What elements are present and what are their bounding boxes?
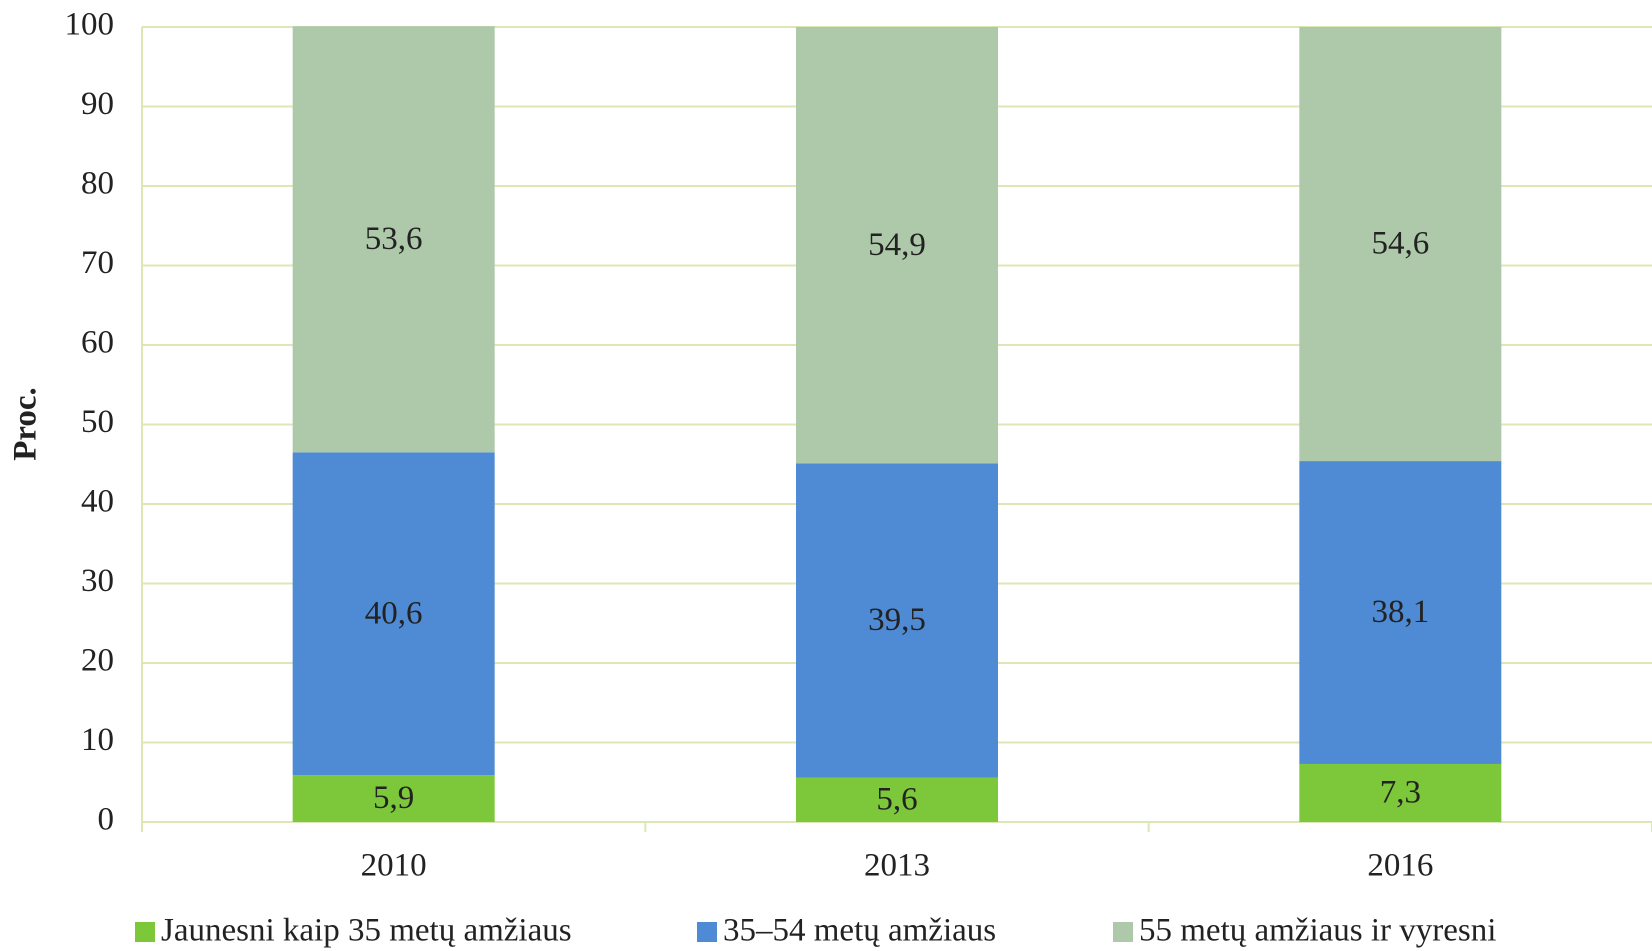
data-label: 40,6 (365, 595, 423, 631)
y-tick-label: 0 (98, 802, 115, 838)
bar-segment (292, 452, 495, 776)
y-tick-label: 100 (65, 7, 115, 43)
bar-segment (796, 463, 998, 778)
x-tick-label: 2013 (864, 848, 930, 884)
y-tick-label: 90 (81, 86, 114, 122)
bar-segment (1299, 27, 1502, 462)
bar-segment (1299, 461, 1502, 764)
data-label: 54,9 (868, 227, 926, 263)
data-label: 7,3 (1380, 775, 1421, 811)
y-tick-label: 40 (81, 484, 114, 520)
y-tick-label: 60 (81, 325, 114, 361)
data-label: 38,1 (1371, 594, 1429, 630)
x-tick-label: 2010 (361, 848, 427, 884)
y-tick-label: 10 (81, 722, 114, 758)
data-label: 39,5 (868, 602, 926, 638)
data-label: 5,9 (373, 780, 414, 816)
bar-segment (1299, 763, 1502, 822)
y-tick-label: 50 (81, 404, 114, 440)
bar-segment (796, 27, 998, 464)
legend-label: Jaunesni kaip 35 metų amžiaus (161, 913, 572, 949)
y-tick-label: 30 (81, 563, 114, 599)
y-tick-label: 70 (81, 245, 114, 281)
y-tick-label: 80 (81, 166, 114, 202)
legend-swatch (135, 922, 155, 942)
legend-swatch (697, 922, 717, 942)
legend-swatch (1113, 922, 1133, 942)
y-tick-label: 20 (81, 643, 114, 679)
data-label: 54,6 (1371, 226, 1429, 262)
data-label: 53,6 (365, 221, 423, 257)
bar-segment (796, 777, 998, 822)
bar-segment (292, 775, 495, 822)
legend-label: 55 metų amžiaus ir vyresni (1139, 913, 1496, 949)
legend-label: 35–54 metų amžiaus (723, 913, 996, 949)
bar-segment (292, 26, 495, 453)
data-label: 5,6 (876, 781, 917, 817)
x-tick-label: 2016 (1367, 848, 1433, 884)
y-axis-label: Proc. (8, 387, 44, 461)
